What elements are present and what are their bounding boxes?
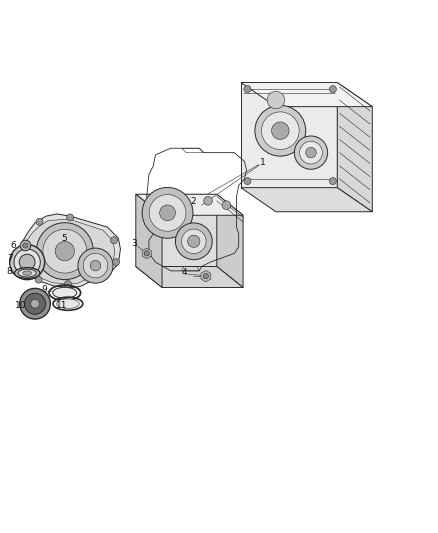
Ellipse shape (57, 299, 79, 309)
Text: 2: 2 (190, 197, 195, 206)
Polygon shape (337, 83, 372, 212)
Circle shape (300, 141, 322, 164)
Circle shape (83, 253, 108, 278)
Text: 11: 11 (56, 301, 67, 310)
Ellipse shape (18, 269, 36, 277)
Circle shape (113, 259, 120, 265)
Text: 7: 7 (7, 254, 13, 263)
Circle shape (142, 188, 193, 238)
Circle shape (19, 254, 35, 270)
Circle shape (23, 243, 28, 248)
Circle shape (244, 86, 251, 93)
Circle shape (222, 201, 231, 209)
Circle shape (329, 86, 336, 93)
Text: 5: 5 (61, 235, 67, 244)
Polygon shape (217, 194, 243, 287)
Circle shape (10, 245, 45, 280)
Text: 3: 3 (131, 239, 137, 248)
Circle shape (255, 106, 306, 156)
Circle shape (144, 251, 149, 256)
Polygon shape (136, 194, 243, 215)
Circle shape (36, 219, 43, 225)
Circle shape (204, 197, 212, 205)
Circle shape (175, 223, 212, 260)
Text: 6: 6 (10, 241, 16, 250)
Circle shape (25, 293, 46, 314)
Circle shape (329, 177, 336, 184)
Circle shape (20, 288, 50, 319)
Circle shape (90, 260, 101, 271)
Circle shape (261, 112, 299, 150)
Circle shape (267, 91, 285, 109)
Circle shape (14, 249, 40, 275)
Text: 8: 8 (7, 267, 13, 276)
Polygon shape (20, 214, 120, 287)
Circle shape (203, 273, 208, 279)
Circle shape (187, 235, 200, 247)
Polygon shape (136, 194, 217, 266)
Ellipse shape (53, 287, 77, 298)
Ellipse shape (23, 271, 32, 275)
Circle shape (55, 241, 74, 261)
Polygon shape (136, 194, 162, 287)
Circle shape (78, 248, 113, 283)
Circle shape (31, 300, 39, 308)
Circle shape (67, 214, 74, 221)
Circle shape (110, 237, 117, 244)
Polygon shape (241, 83, 372, 107)
Polygon shape (201, 270, 211, 282)
Text: 4: 4 (182, 268, 187, 277)
Circle shape (36, 223, 93, 280)
Circle shape (159, 205, 175, 221)
Text: 1: 1 (260, 158, 266, 167)
Circle shape (294, 136, 328, 169)
Polygon shape (142, 248, 151, 259)
Ellipse shape (14, 268, 40, 279)
Circle shape (64, 280, 71, 287)
Circle shape (149, 195, 186, 231)
Polygon shape (241, 188, 372, 212)
Circle shape (306, 147, 316, 158)
Text: 9: 9 (41, 285, 47, 294)
Polygon shape (136, 266, 243, 287)
Circle shape (244, 177, 251, 184)
Circle shape (35, 276, 42, 283)
Circle shape (20, 240, 31, 251)
Polygon shape (241, 83, 337, 188)
Circle shape (181, 229, 206, 254)
Text: 10: 10 (15, 301, 27, 310)
Circle shape (272, 122, 289, 140)
Polygon shape (24, 219, 115, 284)
Circle shape (43, 229, 87, 273)
